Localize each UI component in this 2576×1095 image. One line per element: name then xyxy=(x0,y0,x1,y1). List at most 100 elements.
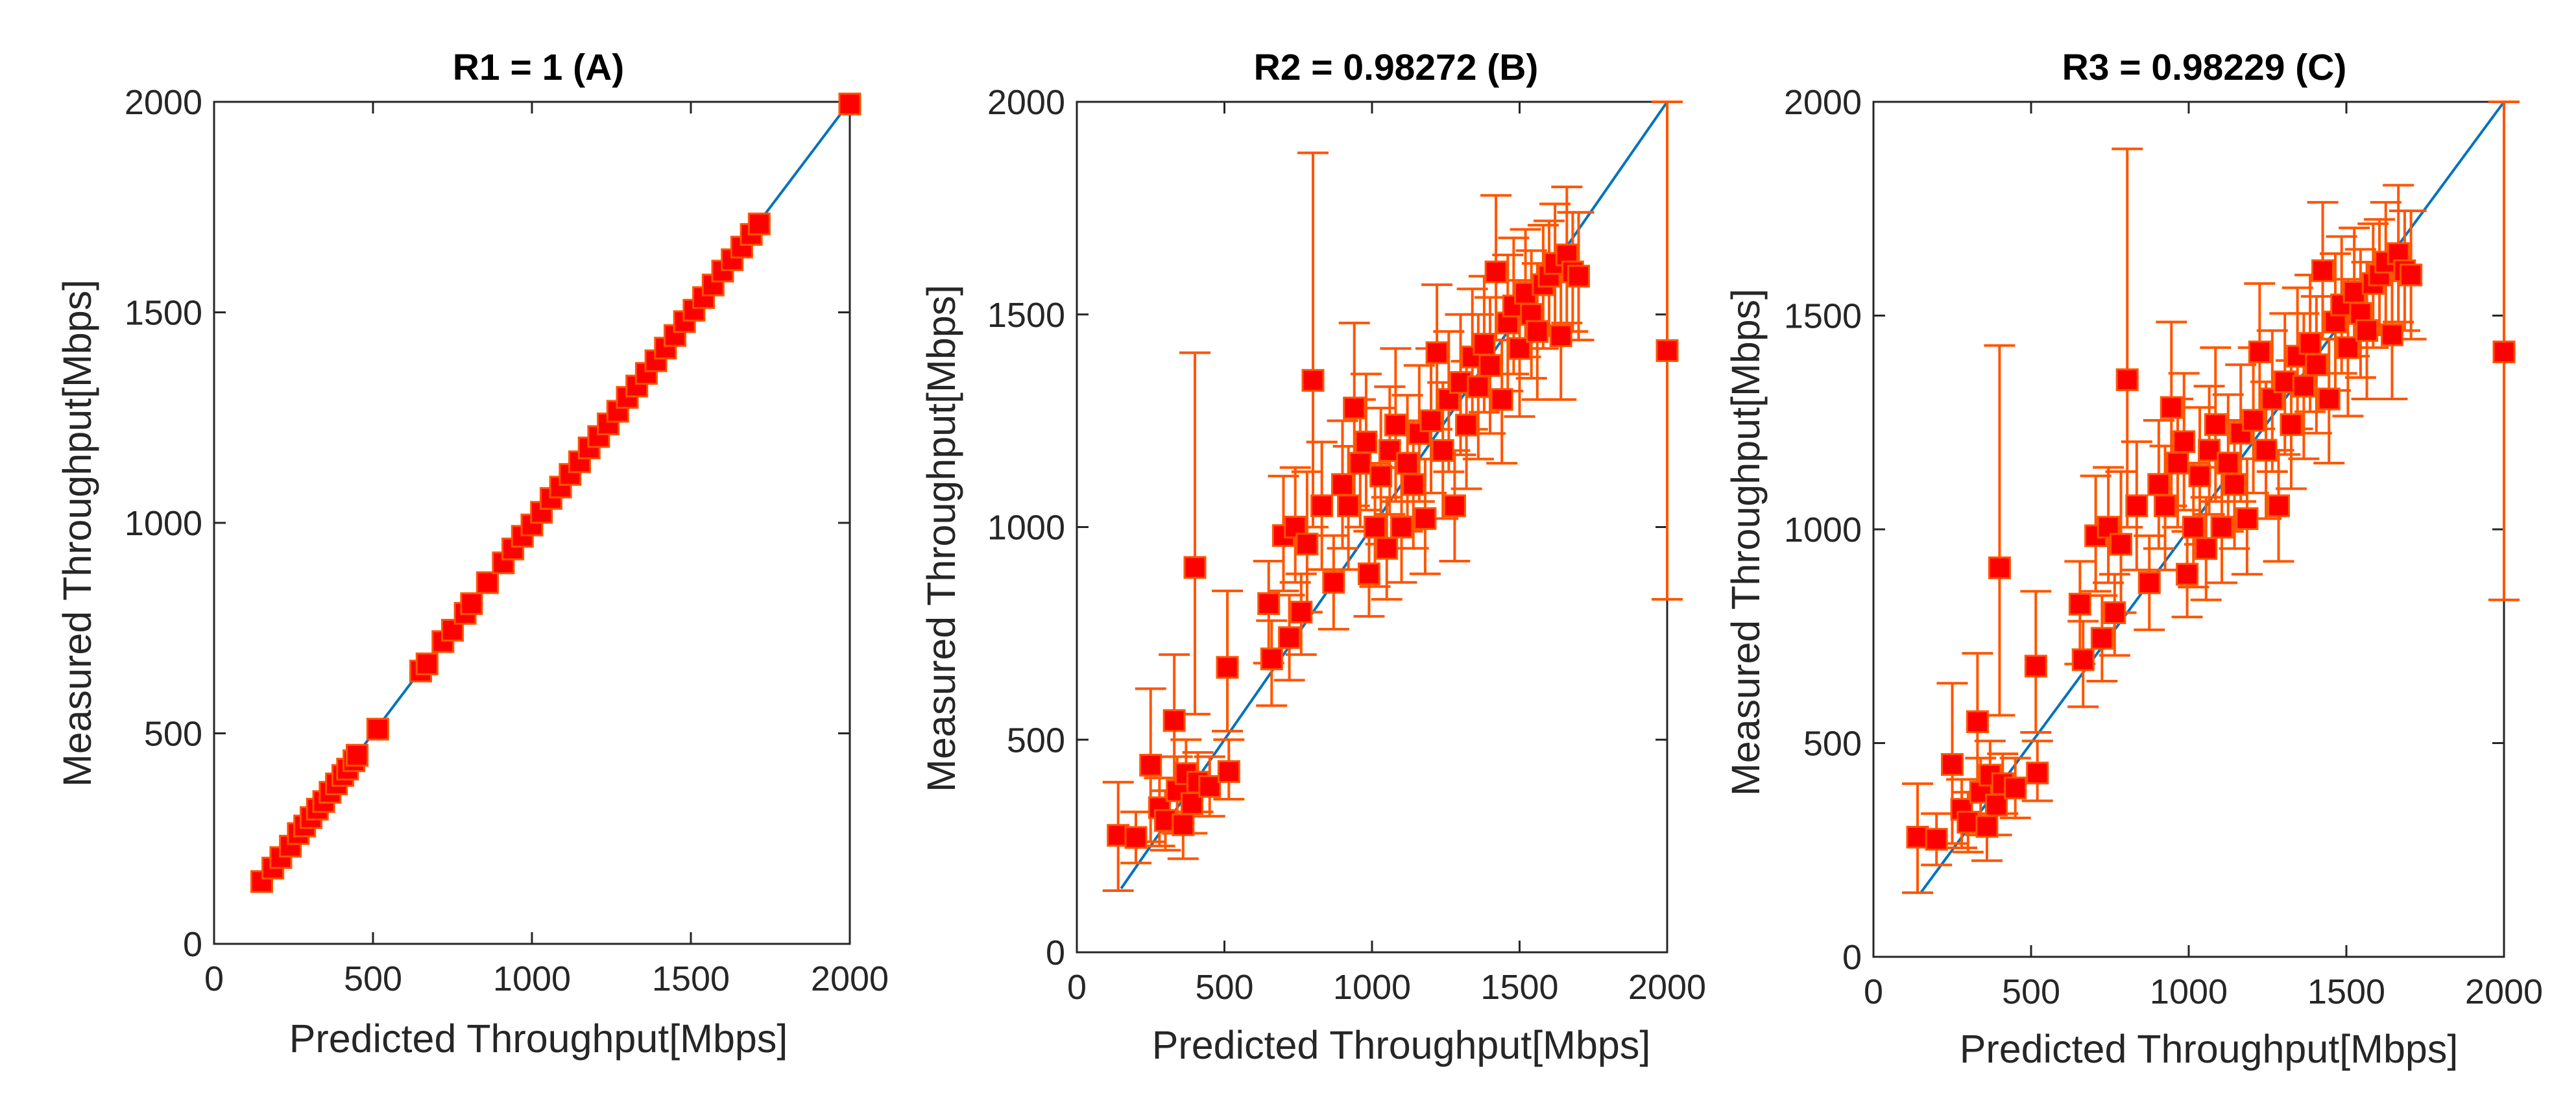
x-tick-label: 1500 xyxy=(1480,968,1558,1007)
data-point xyxy=(2004,776,2027,800)
data-point xyxy=(1956,810,1980,834)
data-point xyxy=(1183,556,1207,579)
data-point xyxy=(2154,494,2177,518)
data-point xyxy=(2317,387,2341,411)
chart-panel-c: R3 = 0.98229 (C) Predicted Throughput[Mb… xyxy=(1724,47,2543,1071)
data-point xyxy=(2147,473,2171,496)
data-point xyxy=(1390,516,1413,538)
y-axis-label: Measured Throughput[Mbps] xyxy=(1724,289,1768,796)
data-point xyxy=(2173,430,2196,453)
data-point xyxy=(1567,265,1590,288)
data-point xyxy=(2254,439,2278,462)
data-point xyxy=(1369,464,1393,488)
data-point xyxy=(431,630,455,653)
data-point xyxy=(2273,370,2296,394)
data-point xyxy=(1217,760,1240,783)
y-tick-label: 2000 xyxy=(125,83,202,122)
data-point xyxy=(2103,601,2126,625)
data-point xyxy=(1216,656,1239,679)
data-point xyxy=(1139,754,1162,777)
x-tick-label: 500 xyxy=(344,959,402,998)
data-point xyxy=(2222,473,2246,496)
data-point xyxy=(2195,537,2218,560)
y-tick-label: 1000 xyxy=(125,504,202,543)
y-tick-label: 0 xyxy=(183,925,202,964)
data-point xyxy=(2280,413,2303,437)
data-point xyxy=(1966,710,1989,734)
chart-panel-b: R2 = 0.98272 (B) Predicted Throughput[Mb… xyxy=(919,47,1706,1067)
data-point xyxy=(1162,709,1186,732)
data-point xyxy=(2400,263,2423,287)
data-point xyxy=(1443,494,1466,518)
data-point xyxy=(2355,319,2379,343)
y-axis-label: Measured Throughput[Mbps] xyxy=(55,280,99,787)
x-tick-label: 0 xyxy=(204,959,224,998)
x-tick-label: 0 xyxy=(1067,968,1087,1007)
data-point xyxy=(2024,655,2047,678)
data-point xyxy=(2182,516,2205,539)
data-point xyxy=(1364,516,1387,538)
data-point xyxy=(1473,333,1496,356)
x-tick-label: 500 xyxy=(2002,972,2060,1011)
data-point xyxy=(747,212,771,235)
data-point xyxy=(366,717,389,741)
data-point xyxy=(1257,592,1281,615)
y-tick-label: 500 xyxy=(144,715,202,754)
y-tick-label: 500 xyxy=(1007,721,1065,760)
data-point xyxy=(346,743,368,767)
data-point xyxy=(1310,494,1334,518)
data-point xyxy=(1402,473,1425,496)
data-point xyxy=(1198,775,1222,798)
data-point xyxy=(2229,422,2252,445)
x-axis-label: Predicted Throughput[Mbps] xyxy=(1152,1023,1651,1067)
data-point xyxy=(1349,451,1372,475)
data-point xyxy=(1375,536,1399,560)
data-point xyxy=(2336,336,2359,359)
x-tick-label: 2000 xyxy=(811,959,889,998)
data-point xyxy=(1478,354,1502,377)
data-point xyxy=(1414,507,1437,530)
data-point xyxy=(1988,556,2011,579)
data-point xyxy=(2311,259,2335,282)
x-tick-label: 1000 xyxy=(1333,968,1411,1007)
data-point xyxy=(1301,368,1325,392)
data-point xyxy=(1455,413,1478,437)
data-point xyxy=(2090,627,2113,650)
x-tick-label: 1000 xyxy=(493,959,571,998)
x-tick-label: 2000 xyxy=(1628,968,1706,1007)
data-point xyxy=(2115,368,2139,391)
data-point xyxy=(2188,464,2211,488)
y-tick-label: 1500 xyxy=(1784,297,1862,336)
data-point xyxy=(1357,562,1380,586)
chart-title: R3 = 0.98229 (C) xyxy=(2062,47,2347,88)
chart-title: R1 = 1 (A) xyxy=(453,47,625,88)
data-point xyxy=(2026,762,2049,785)
data-point xyxy=(1124,826,1148,849)
data-point xyxy=(1384,413,1407,437)
data-point xyxy=(1322,571,1345,594)
data-point xyxy=(2298,331,2322,355)
data-point xyxy=(2492,341,2516,364)
x-tick-label: 1500 xyxy=(652,959,730,998)
y-tick-label: 1000 xyxy=(987,509,1065,548)
data-point xyxy=(1295,533,1319,556)
data-point xyxy=(460,592,483,616)
data-point xyxy=(1396,451,1419,475)
data-point xyxy=(1278,626,1301,649)
data-point xyxy=(2248,341,2271,364)
data-point xyxy=(539,487,562,510)
data-point xyxy=(1549,324,1572,348)
data-point xyxy=(1431,439,1454,463)
y-tick-label: 500 xyxy=(1803,725,1862,764)
y-tick-label: 1500 xyxy=(125,294,202,333)
data-point xyxy=(2176,562,2199,586)
y-tick-label: 1500 xyxy=(987,296,1065,335)
y-axis-label: Measured Throughput[Mbps] xyxy=(919,285,963,792)
x-axis-label: Predicted Throughput[Mbps] xyxy=(289,1017,788,1061)
data-point xyxy=(1925,828,1948,851)
data-point xyxy=(1490,388,1513,411)
data-point xyxy=(2342,280,2366,304)
data-point xyxy=(1941,752,1964,776)
data-point xyxy=(1419,409,1443,433)
